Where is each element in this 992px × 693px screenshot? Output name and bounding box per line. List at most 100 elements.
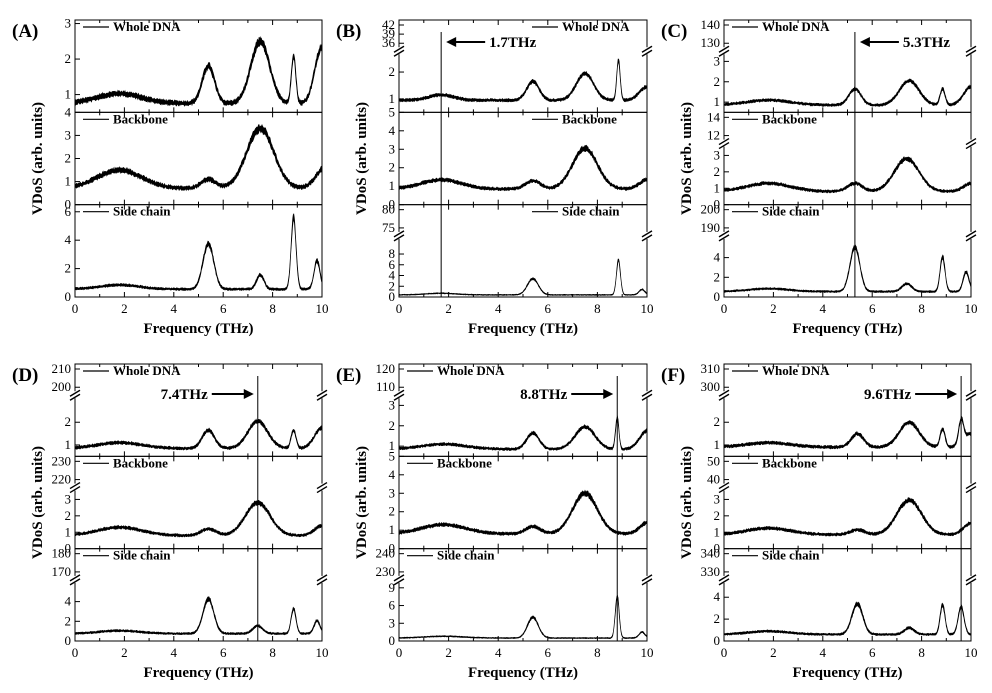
panel-b-side-chain-upper-ytick-label: 80 — [382, 202, 395, 217]
panel-f-side-chain-break-mask — [966, 575, 976, 583]
panel-b-whole-dna-break-mark — [393, 45, 405, 53]
panel-b-annotation: 1.7THz — [489, 35, 536, 51]
panel-c-xtick-label: 2 — [770, 301, 777, 316]
panel-a-x-axis-label: Frequency (THz) — [143, 321, 253, 337]
panel-c-backbone-break-mask — [719, 139, 729, 147]
panel-b-side-chain-line — [398, 258, 648, 296]
panel-a-side-chain-ytick-label: 4 — [65, 232, 72, 247]
panel-a-y-axis-label: VDoS (arb. units) — [30, 102, 46, 215]
panel-e-side-chain-break-mark — [641, 574, 653, 582]
panel-d-backbone-upper-ytick-label: 230 — [52, 453, 72, 468]
panel-b-whole-dna-upper-ytick-label: 39 — [382, 26, 395, 41]
panel-c-backbone-upper-ytick-label: 12 — [707, 128, 720, 143]
panel-d-side-chain-break-mask — [70, 575, 80, 583]
panel-b-side-chain-break-mark — [393, 234, 405, 242]
panel-e-whole-dna: 1 2 3 110 120 Whole DNA — [376, 361, 653, 457]
panel-b-xtick-label: 4 — [495, 301, 502, 316]
panel-f-side-chain-legend-label: Side chain — [762, 548, 820, 563]
panel-e-backbone-ytick-label: 5 — [389, 448, 396, 463]
panel-c-whole-dna-break-mark — [965, 45, 977, 53]
panel-c-side-chain-ytick-label: 0 — [714, 289, 721, 304]
panel-f-backbone-break-mask — [966, 483, 976, 491]
panel-f-xtick-label: 6 — [869, 645, 876, 660]
panel-a-backbone: 0 1 2 3 4 Backbone — [65, 104, 323, 212]
panel-e-annotation: 8.8THz — [520, 387, 567, 403]
panel-d-side-chain-line — [74, 596, 323, 636]
panel-d-side-chain-break-mask — [317, 575, 327, 583]
panel-c-backbone-line — [723, 156, 972, 194]
panel-d-side-chain: 0 2 4 170 180 Side chain — [52, 546, 328, 648]
panel-d-backbone-break-mark — [316, 481, 328, 490]
panel-c-backbone-ytick-label: 1 — [714, 180, 721, 195]
panel-a-whole-dna: 1 2 3 Whole DNA — [65, 16, 323, 113]
panel-c-xtick-label: 6 — [869, 301, 876, 316]
panel-f-side-chain-ytick-label: 2 — [714, 611, 721, 626]
panel-a-xtick-label: 8 — [269, 301, 276, 316]
panel-f-side-chain-upper-ytick-label: 340 — [701, 546, 721, 561]
panel-e-backbone-ytick-label: 0 — [389, 541, 396, 556]
panel-f-whole-dna-break-mark — [718, 389, 730, 397]
panel-c-whole-dna-upper-ytick-label: 140 — [701, 17, 721, 32]
panel-f-xtick-label: 10 — [965, 645, 978, 660]
panel-c-backbone-break-mask — [966, 139, 976, 147]
panel-e-xtick-label: 0 — [396, 645, 403, 660]
panel-a-side-chain-ytick-label: 0 — [65, 289, 72, 304]
panel-e-side-chain-line — [398, 594, 648, 640]
panel-f-whole-dna-ytick-label: 1 — [714, 437, 721, 452]
panel-d-side-chain-ytick-label: 2 — [65, 613, 72, 628]
panel-e-whole-dna-ytick-label: 1 — [389, 438, 396, 453]
panel-f-side-chain-break-mask — [719, 575, 729, 583]
panel-b-whole-dna-break-mark — [641, 49, 653, 57]
panel-f-y-axis-label: VDoS (arb. units) — [679, 446, 695, 559]
panel-f-side-chain-break-mark — [965, 574, 977, 582]
panel-e-side-chain-ytick-label: 6 — [389, 598, 396, 613]
panel-d-backbone-upper-ytick-label: 220 — [52, 472, 72, 487]
panel-f-backbone-break-mark — [718, 481, 730, 490]
panel-b-xtick-label: 10 — [641, 301, 654, 316]
panel-c-backbone-break-mark — [718, 141, 730, 150]
panel-a-side-chain-legend-label: Side chain — [113, 204, 171, 219]
panel-e-xtick-label: 6 — [545, 645, 552, 660]
panel-c-side-chain-legend-label: Side chain — [762, 204, 820, 219]
panel-c-whole-dna-upper-ytick-label: 130 — [701, 35, 721, 50]
panel-b-whole-dna-legend-label: Whole DNA — [562, 19, 630, 34]
panel-c-whole-dna-break-mark — [718, 49, 730, 57]
panel-c-backbone-ytick-label: 2 — [714, 164, 721, 179]
panel-d-backbone-break-mark — [69, 485, 81, 494]
panel-d-whole-dna-upper-ytick-label: 200 — [52, 379, 72, 394]
panel-d-side-chain-legend-label: Side chain — [113, 548, 171, 563]
panel-d-whole-dna-break-mark — [316, 389, 328, 397]
panel-e-side-chain-break-mask — [642, 575, 652, 583]
panel-e-label: (E) — [336, 365, 361, 386]
panel-b-side-chain-break-mask — [642, 231, 652, 239]
panel-c-backbone-ytick-label: 0 — [714, 197, 721, 212]
panel-b-whole-dna-break-mask — [642, 47, 652, 55]
panel-a-side-chain-ytick-label: 6 — [65, 204, 72, 219]
panel-d-backbone-break-mark — [69, 481, 81, 490]
panel-d-side-chain-upper-ytick-label: 170 — [52, 564, 72, 579]
panel-d-whole-dna-upper-ytick-label: 210 — [52, 361, 72, 376]
panel-c-backbone-legend-label: Backbone — [762, 111, 817, 126]
panel-f-whole-dna-legend-label: Whole DNA — [762, 363, 830, 378]
panel-c-whole-dna-line — [723, 78, 972, 108]
panel-d-xtick-label: 2 — [121, 645, 128, 660]
panel-a: (A) 1 2 3 Whole DNA 0 1 2 3 4 Backbone 0 2 4 6 Side cha… — [12, 16, 329, 337]
panel-c-backbone-break-mark — [965, 137, 977, 146]
panel-f-backbone-break-mark — [718, 485, 730, 494]
panel-b-whole-dna-upper-ytick-label: 42 — [382, 17, 395, 32]
panel-c-xtick-label: 4 — [820, 301, 827, 316]
panel-b-whole-dna-break-mask — [394, 47, 404, 55]
panel-a-backbone-legend-label: Backbone — [113, 111, 168, 126]
panel-b-backbone-line — [398, 144, 648, 192]
panel-b-arrow-head — [446, 37, 457, 47]
panel-d-side-chain-break-mark — [69, 574, 81, 582]
panel-b-side-chain-break-mask — [394, 231, 404, 239]
panel-c-label: (C) — [661, 21, 687, 42]
panel-f-backbone-break-mask — [719, 483, 729, 491]
panel-f-backbone-ytick-label: 1 — [714, 524, 721, 539]
panel-c-side-chain-upper-ytick-label: 200 — [701, 202, 721, 217]
panel-c-side-chain-break-mark — [718, 230, 730, 238]
